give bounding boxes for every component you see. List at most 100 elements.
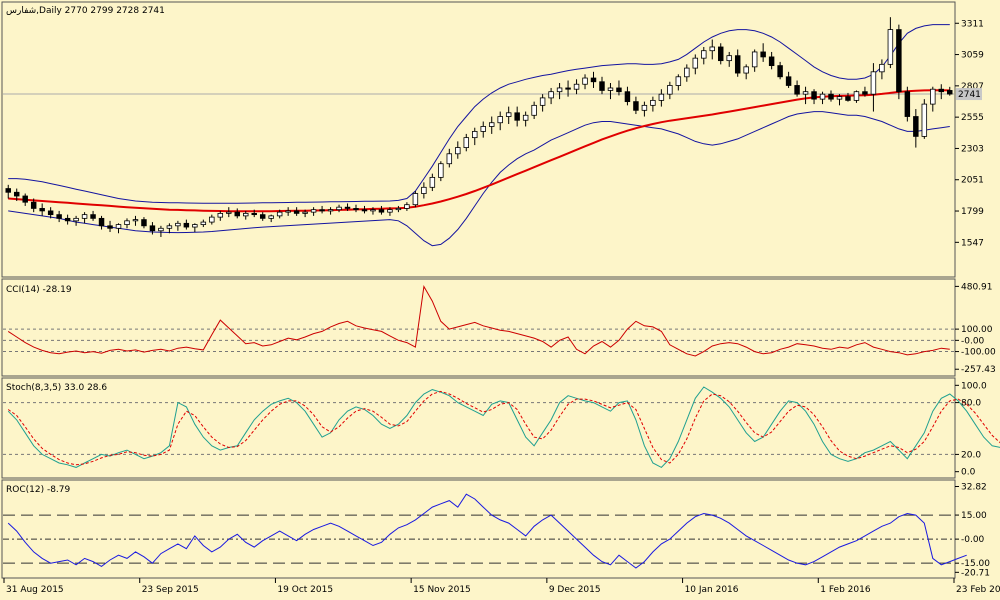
candle-body <box>353 208 359 211</box>
x-tick-label-2: 19 Oct 2015 <box>277 585 333 595</box>
candle-body <box>158 227 164 232</box>
candle <box>751 49 758 72</box>
candle-body <box>226 211 232 214</box>
cci-panel: 480.91 100.00-0.00 -100.00 -257.43 CCI(14) … <box>1 278 996 377</box>
candle <box>166 223 173 234</box>
candle-body <box>488 122 495 127</box>
candle-body <box>56 214 62 219</box>
price-tick-label-6: 1799 <box>961 207 984 217</box>
candle-body <box>582 77 588 85</box>
x-tick-label-4: 9 Dec 2015 <box>549 585 601 595</box>
candle <box>56 210 62 223</box>
candle-body <box>276 211 283 217</box>
candle <box>251 209 257 218</box>
candle-body <box>573 83 580 90</box>
candle <box>913 109 919 148</box>
candle <box>811 89 817 105</box>
candle <box>395 205 402 213</box>
candle <box>896 24 902 100</box>
candle <box>370 207 376 215</box>
price-panel: 3311 3059 2807 2555 2303 2051 1799 1547 2741 شفا… <box>1 1 984 278</box>
candle <box>819 91 826 105</box>
candle <box>947 86 953 96</box>
candle <box>768 51 775 70</box>
candle-body <box>421 186 427 194</box>
candle-body <box>853 91 860 101</box>
price-tick-label-2: 2807 <box>961 82 984 92</box>
candle-body <box>251 212 257 216</box>
candle-body <box>132 219 139 222</box>
candle <box>412 191 419 208</box>
candle <box>734 49 741 77</box>
candle-body <box>336 206 342 211</box>
candle-body <box>819 93 826 100</box>
candle-body <box>667 85 673 95</box>
candle <box>904 86 911 122</box>
candle <box>853 90 860 103</box>
candle-body <box>836 96 843 100</box>
candle-body <box>633 101 639 111</box>
candle <box>845 92 851 102</box>
candle <box>47 207 54 219</box>
candle-body <box>5 188 11 193</box>
candle-body <box>607 87 614 91</box>
x-tick-label-0: 31 Aug 2015 <box>6 585 64 595</box>
candle <box>836 94 843 106</box>
bollinger-lower-line <box>8 111 950 247</box>
candle <box>310 207 317 216</box>
cci-tick-label-2: -0.00 <box>961 336 985 346</box>
candle <box>404 202 410 211</box>
candle-body <box>785 76 792 86</box>
stoch-title: Stoch(8,3,5) 33.0 28.6 <box>6 383 107 393</box>
candle <box>243 210 249 220</box>
candle <box>319 205 325 214</box>
candle-body <box>497 116 503 124</box>
candle <box>455 141 461 159</box>
candle-body <box>930 88 936 105</box>
candle <box>98 215 105 230</box>
x-tick-label-1: 23 Sep 2015 <box>142 585 199 595</box>
candle-body <box>98 217 105 227</box>
candle <box>828 90 834 102</box>
candle-body <box>404 204 410 209</box>
stoch-tick-label-3: 0.0 <box>961 468 976 478</box>
price-title: شفارس,Daily 2770 2799 2728 2741 <box>6 6 165 16</box>
candle <box>930 86 936 112</box>
candle-body <box>743 66 749 74</box>
stoch-signal-line <box>7 390 1000 466</box>
candle-body <box>514 112 520 121</box>
candle <box>192 223 198 233</box>
candle <box>539 94 546 112</box>
candle-body <box>327 209 334 212</box>
candle-body <box>921 103 928 137</box>
moving-average-line <box>8 89 950 213</box>
candle-body <box>472 131 478 139</box>
candle-body <box>90 214 96 219</box>
candle-body <box>734 55 741 74</box>
candle <box>234 208 240 219</box>
candle <box>361 205 368 214</box>
candle <box>938 84 945 100</box>
candle-body <box>768 56 775 67</box>
candle-body <box>887 29 894 65</box>
candle <box>675 74 682 91</box>
candle-body <box>760 51 766 58</box>
candle <box>438 161 444 182</box>
candle-body <box>505 112 512 117</box>
candle <box>327 207 334 215</box>
candle <box>497 111 503 131</box>
roc-tick-label-4: -20.71 <box>961 568 990 578</box>
candle-body <box>259 214 266 219</box>
candle-body <box>777 65 783 78</box>
candle-body <box>47 210 54 216</box>
candle-body <box>675 76 682 86</box>
candle-body <box>879 63 885 73</box>
candle-body <box>73 217 79 222</box>
price-tick-label-5: 2051 <box>961 176 984 186</box>
candle <box>522 111 529 127</box>
candle <box>573 79 580 95</box>
candle-body <box>200 221 207 225</box>
candle-body <box>556 87 563 93</box>
candle-body <box>709 46 715 52</box>
